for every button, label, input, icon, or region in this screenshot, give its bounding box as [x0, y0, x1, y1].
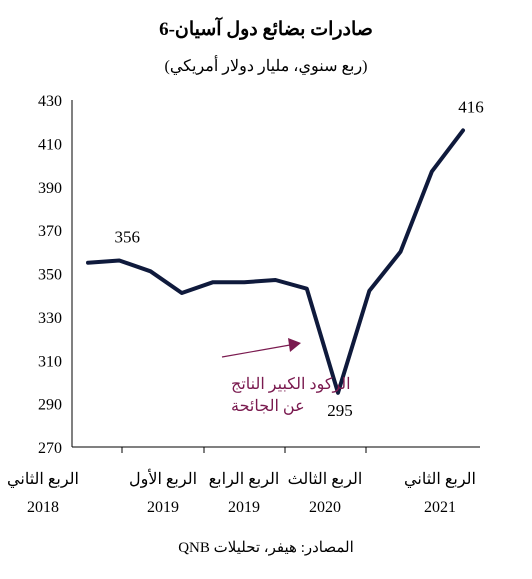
data-label: 416	[458, 97, 484, 116]
chart-subtitle: (ربع سنوي، مليار دولار أمريكي)	[164, 58, 368, 75]
x-quarter-label: الربع الثاني	[404, 471, 476, 488]
annotation-text: الركود الكبير الناتج	[231, 376, 351, 393]
data-label: 356	[115, 227, 141, 246]
x-year-label: 2020	[309, 499, 341, 516]
y-tick-label: 350	[38, 267, 62, 284]
y-tick-label: 310	[38, 353, 62, 370]
series-line	[86, 128, 465, 395]
x-quarter-label: الربع الثالث	[288, 471, 363, 488]
y-tick-label: 270	[38, 440, 62, 457]
x-quarter-label: الربع الثاني	[7, 471, 79, 488]
y-tick-label: 390	[38, 180, 62, 197]
x-year-label: 2018	[27, 499, 59, 516]
x-year-label: 2021	[424, 499, 456, 516]
chart-title: صادرات بضائع دول آسيان-6	[159, 19, 373, 40]
y-tick-label: 410	[38, 136, 62, 153]
x-quarter-label: الربع الأول	[129, 469, 197, 488]
annotation-arrowhead	[288, 338, 301, 352]
data-label: 295	[327, 401, 353, 420]
x-quarter-label: الربع الرابع	[209, 471, 280, 488]
y-tick-label: 370	[38, 223, 62, 240]
x-year-label: 2019	[147, 499, 179, 516]
x-year-label: 2019	[228, 499, 260, 516]
y-tick-label: 330	[38, 310, 62, 327]
annotation-arrow	[221, 344, 291, 358]
source-note: المصادر: هيفر، تحليلات QNB	[178, 540, 354, 556]
y-tick-label: 430	[38, 93, 62, 110]
y-tick-label: 290	[38, 397, 62, 414]
annotation-text: عن الجائحة	[231, 398, 305, 415]
